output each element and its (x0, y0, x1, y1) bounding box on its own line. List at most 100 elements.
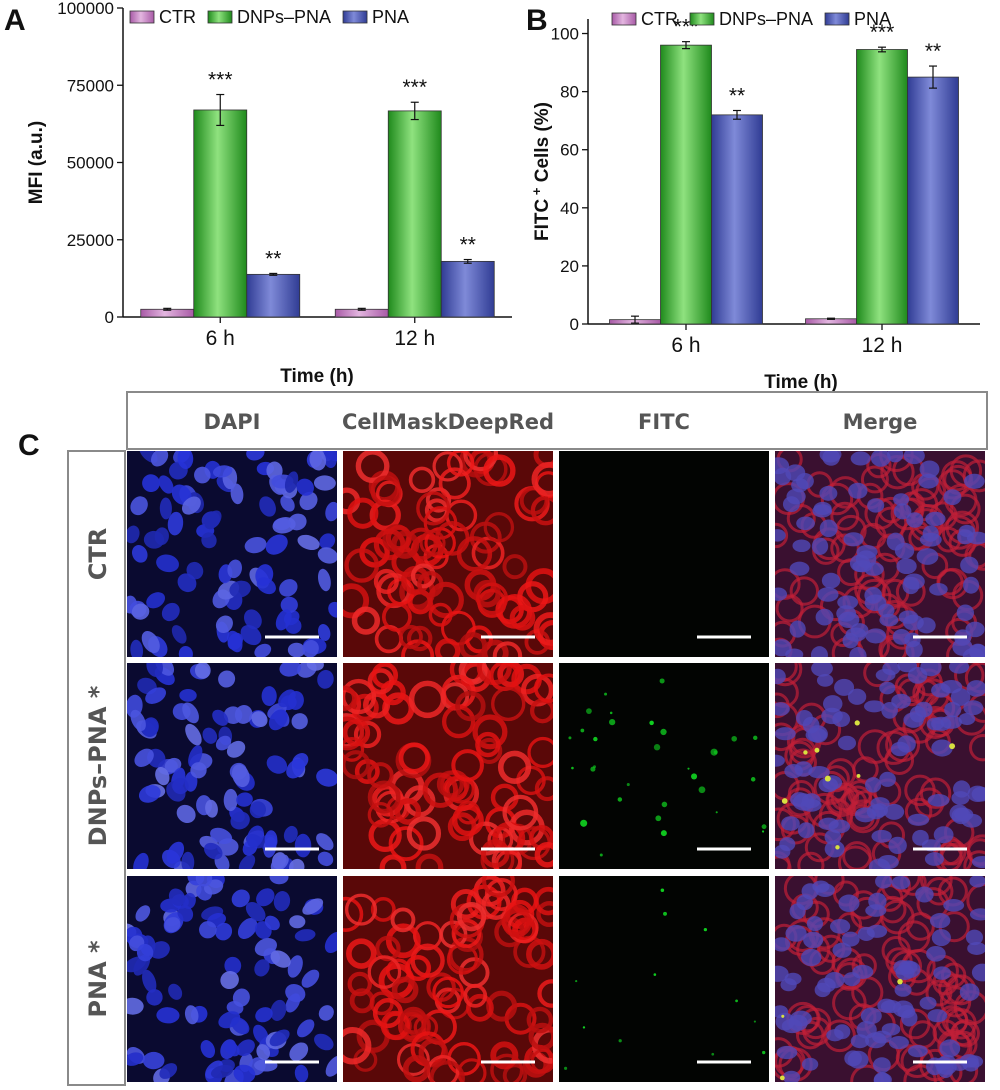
nucleus (865, 777, 882, 793)
tile-background (559, 663, 769, 869)
cell-membrane (797, 851, 825, 869)
nucleus (931, 716, 952, 731)
y-tick-label: 20 (560, 257, 579, 276)
nucleus (301, 969, 320, 988)
nucleus (847, 688, 867, 705)
tile-content (559, 663, 769, 869)
nucleus (143, 530, 165, 549)
nucleus (182, 702, 199, 724)
cell-membrane (370, 896, 396, 922)
nucleus (966, 680, 985, 697)
nucleus (210, 827, 233, 845)
nucleus (962, 647, 985, 657)
nucleus (302, 640, 319, 657)
cell-membrane (480, 839, 510, 868)
nucleus (775, 668, 786, 685)
cell-membrane (386, 525, 412, 551)
nucleus (291, 713, 308, 730)
nucleus (156, 554, 179, 573)
nucleus (882, 663, 901, 676)
cell-membrane (390, 530, 420, 559)
nucleus (236, 792, 253, 807)
colocalized-spot (897, 978, 903, 985)
cell-membrane (526, 1006, 553, 1034)
legend-label: CTR (641, 9, 678, 29)
nucleus (313, 475, 336, 491)
colocalized-spot (781, 798, 788, 804)
legend-swatch (207, 10, 233, 24)
cell-membrane (370, 475, 402, 507)
nucleus (215, 922, 233, 941)
column-header-box (126, 391, 988, 450)
nucleus (868, 892, 887, 910)
cell-membrane (434, 638, 461, 657)
nucleus (891, 693, 912, 709)
cell-membrane (963, 850, 985, 869)
nucleus (168, 888, 186, 906)
cell-membrane (775, 663, 803, 687)
nucleus (223, 788, 238, 812)
nucleus (789, 903, 806, 920)
fitc-spot (580, 819, 588, 827)
nucleus (949, 804, 969, 822)
nucleus (939, 1039, 961, 1058)
nucleus (931, 929, 951, 947)
cell-membrane (904, 774, 936, 807)
cell-membrane (458, 663, 488, 685)
cell-membrane (385, 923, 421, 959)
nucleus (218, 670, 236, 688)
fitc-spot (753, 1020, 756, 1023)
legend-label: PNA (854, 9, 891, 29)
legend-label: PNA (372, 7, 409, 27)
nucleus (245, 902, 266, 922)
nucleus (136, 943, 154, 962)
cell-membrane (347, 971, 372, 997)
nucleus (969, 876, 985, 888)
colocalized-spot (854, 720, 860, 726)
nucleus (284, 471, 299, 493)
nucleus (224, 956, 242, 975)
row-header-label: CTR (84, 528, 112, 580)
nucleus (842, 633, 859, 649)
cell-membrane (426, 972, 456, 1002)
fitc-spot (661, 801, 668, 808)
cell-membrane (455, 690, 486, 722)
nucleus (776, 1045, 798, 1060)
fitc-spot (687, 767, 690, 770)
nucleus (924, 852, 944, 866)
bar (907, 76, 959, 325)
fitc-spot (761, 830, 765, 833)
cell-membrane (391, 976, 419, 1004)
nucleus (316, 833, 334, 851)
cell-membrane (537, 979, 553, 1008)
cell-membrane (789, 576, 820, 606)
nucleus (925, 511, 946, 527)
cell-membrane (367, 780, 401, 814)
nucleus (958, 712, 976, 726)
cell-membrane (351, 693, 379, 722)
nucleus (775, 937, 791, 952)
nucleus (150, 451, 169, 467)
cell-membrane (394, 798, 422, 825)
cell-membrane (969, 733, 985, 762)
y-tick-label: 50000 (67, 154, 114, 173)
cell-membrane (962, 459, 985, 493)
nucleus (784, 764, 803, 779)
cell-membrane (343, 750, 371, 780)
nucleus (775, 754, 785, 767)
y-tick-label: 40 (560, 199, 579, 218)
tile-content (127, 663, 337, 869)
fitc-spot (731, 735, 737, 742)
nucleus (796, 516, 815, 531)
nucleus (819, 451, 842, 463)
cell-membrane (466, 993, 494, 1022)
nucleus (958, 524, 976, 538)
nucleus (826, 1029, 844, 1042)
nucleus (246, 825, 264, 848)
cell-membrane (472, 714, 508, 750)
nucleus (832, 942, 852, 958)
fitc-spot (649, 720, 654, 726)
cell-membrane (534, 842, 553, 868)
nucleus (275, 609, 292, 631)
row-header-label: PNA * (84, 940, 112, 1018)
